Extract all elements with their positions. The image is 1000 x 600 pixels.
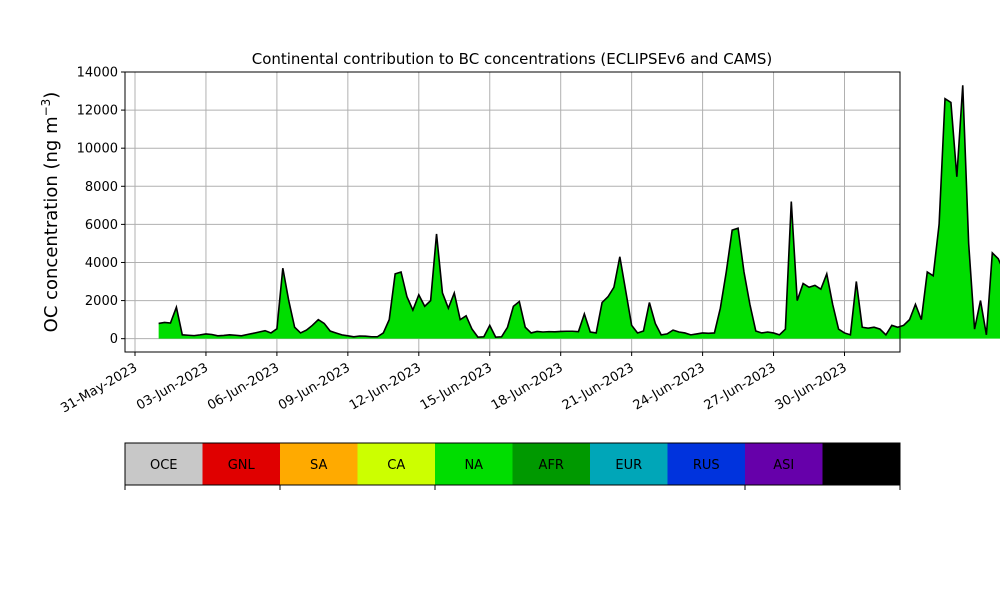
- y-axis-label-close: ): [41, 92, 62, 99]
- x-tick-label: 31-May-2023: [58, 360, 140, 416]
- legend-label: RUS: [693, 458, 720, 473]
- chart-title: Continental contribution to BC concentra…: [252, 50, 773, 68]
- x-tick-label: 18-Jun-2023: [489, 360, 566, 413]
- y-tick-label: 4000: [85, 256, 118, 271]
- legend-label: SA: [310, 458, 327, 473]
- legend-label: GNL: [228, 458, 256, 473]
- x-tick-label: 30-Jun-2023: [773, 360, 850, 413]
- y-tick-label: 0: [110, 332, 118, 347]
- legend-frame: [124, 442, 901, 486]
- legend-label: ASI: [773, 458, 794, 473]
- color-legend: OCE GNL SA CA NA AFR EUR RUS ASI AUS: [124, 442, 901, 490]
- x-ticks: 31-May-202303-Jun-202306-Jun-202309-Jun-…: [58, 352, 850, 416]
- legend-label: EUR: [615, 458, 642, 473]
- total-line: [158, 85, 1000, 338]
- legend-swatch: [280, 443, 358, 485]
- y-axis-label-main: OC concentration (ng m: [41, 116, 62, 332]
- x-tick-label: 06-Jun-2023: [205, 360, 282, 413]
- x-tick-label: 09-Jun-2023: [276, 360, 353, 413]
- legend-swatch: [667, 443, 745, 485]
- x-tick-label: 27-Jun-2023: [702, 360, 779, 413]
- y-tick-label: 6000: [85, 218, 118, 233]
- data-area: [158, 85, 1000, 339]
- legend-swatch: [357, 443, 435, 485]
- plot-frame: [124, 71, 901, 353]
- y-tick-label: 14000: [77, 66, 118, 81]
- grid: [125, 71, 900, 352]
- y-axis-label-sup: −3: [39, 99, 53, 117]
- legend-swatch: [202, 443, 280, 485]
- series-area-na: [158, 85, 1000, 339]
- legend-swatch: [822, 443, 900, 485]
- y-tick-label: 10000: [77, 142, 118, 157]
- y-axis-label: OC concentration (ng m−3): [39, 92, 62, 333]
- x-tick-label: 15-Jun-2023: [418, 360, 495, 413]
- legend-label: CA: [387, 458, 405, 473]
- legend-swatch: [745, 443, 823, 485]
- x-tick-label: 24-Jun-2023: [631, 360, 708, 413]
- legend-swatch: [435, 443, 513, 485]
- legend-label: OCE: [150, 458, 178, 473]
- x-tick-label: 12-Jun-2023: [347, 360, 424, 413]
- y-tick-label: 12000: [77, 104, 118, 119]
- axes: [124, 71, 901, 353]
- legend-swatch: [590, 443, 668, 485]
- legend-swatch: [125, 443, 203, 485]
- x-tick-label: 21-Jun-2023: [560, 360, 637, 413]
- legend-label: NA: [464, 458, 483, 473]
- y-ticks: 0 2000 4000 6000 8000 10000 12000 14000: [77, 66, 125, 347]
- legend-swatch: [512, 443, 590, 485]
- y-tick-label: 8000: [85, 180, 118, 195]
- legend-label: AUS: [848, 458, 875, 473]
- legend-label: AFR: [539, 458, 564, 473]
- y-tick-label: 2000: [85, 294, 118, 309]
- x-tick-label: 03-Jun-2023: [134, 360, 211, 413]
